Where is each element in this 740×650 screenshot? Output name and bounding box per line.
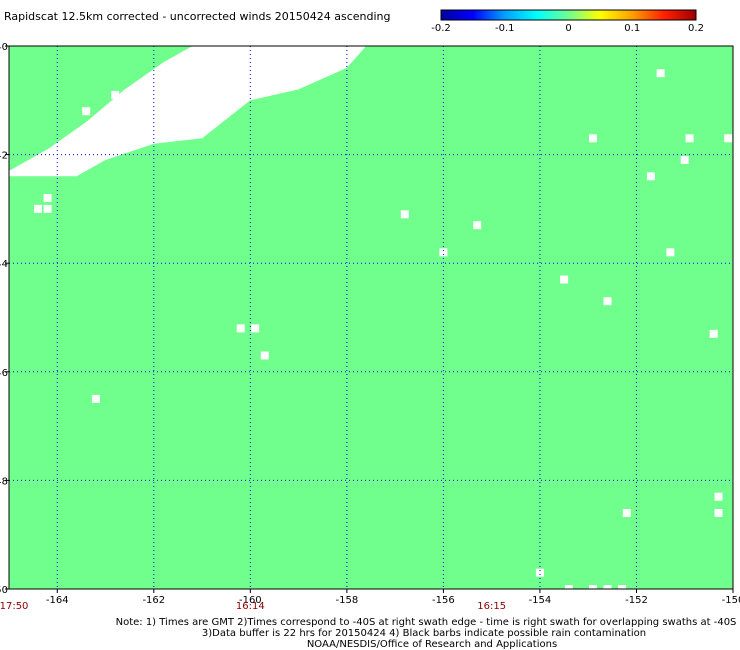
colorbar-tick-label: 0: [565, 23, 571, 34]
plot-frame: [8, 45, 734, 590]
no-data-cell: [709, 329, 718, 338]
no-data-cell: [666, 248, 675, 257]
x-tick-label: -154: [529, 595, 552, 606]
no-data-cell: [724, 134, 733, 143]
no-data-cell: [251, 324, 260, 333]
y-tick-label: -40: [0, 42, 8, 53]
no-data-cell: [589, 134, 597, 143]
x-tick-label: -164: [46, 595, 69, 606]
colorbar-bar: [440, 9, 697, 21]
x-tick-label: -152: [625, 595, 648, 606]
note-line-1: Note: 1) Times are GMT 2)Times correspon…: [116, 617, 737, 628]
no-data-cell: [111, 90, 120, 99]
colorbar-tick-label: 0.1: [624, 23, 640, 34]
x-tick-label: -160: [239, 595, 262, 606]
no-data-cell: [473, 221, 482, 230]
no-data-cell: [91, 394, 100, 403]
y-tick-label: -50: [0, 585, 8, 596]
no-data-cell: [685, 134, 694, 143]
colorbar-tick-label: -0.2: [431, 23, 451, 34]
axes: -164 -162 -160 -158 -156 -154 -152 -150 -40 -42 -4…: [0, 42, 740, 606]
x-tick-label: -158: [336, 595, 359, 606]
no-data-cell: [714, 509, 723, 517]
no-data-cell: [714, 492, 723, 501]
note-line-3: NOAA/NESDIS/Office of Research and Appli…: [307, 639, 557, 650]
y-tick-label: -46: [0, 368, 8, 379]
colorbar-tick-label: 0.2: [688, 23, 704, 34]
no-data-cell: [400, 210, 409, 219]
no-data-cell: [603, 297, 612, 306]
no-data-cell: [43, 204, 52, 213]
note-line-2: 3)Data buffer is 22 hrs for 20150424 4) …: [202, 628, 646, 639]
time-labels: 17:50 16:14 16:15: [0, 601, 506, 612]
no-data-cell: [236, 324, 245, 333]
no-data-cell: [656, 69, 665, 78]
time-label: 17:50: [0, 601, 28, 612]
no-data-cell: [535, 568, 544, 577]
time-label: 16:14: [236, 601, 265, 612]
y-tick-label: -48: [0, 476, 8, 487]
no-data-cell: [82, 107, 91, 116]
no-data-cell: [260, 351, 269, 360]
y-tick-label: -44: [0, 259, 8, 270]
no-data-region: [9, 46, 367, 177]
no-data-cell: [622, 509, 631, 517]
no-data-cell: [680, 156, 689, 164]
x-tick-label: -150: [722, 595, 740, 606]
colorbar-tick-label: -0.1: [495, 23, 515, 34]
no-data-cell: [34, 204, 42, 213]
no-data-cell: [646, 172, 655, 181]
x-tick-label: -156: [432, 595, 455, 606]
x-tick-label: -162: [142, 595, 165, 606]
no-data-cell: [439, 248, 448, 257]
chart-title: Rapidscat 12.5km corrected - uncorrected…: [4, 10, 390, 23]
time-label: 16:15: [477, 601, 506, 612]
y-tick-label: -42: [0, 151, 8, 162]
no-data-cell: [560, 275, 569, 284]
plot-area: [9, 46, 733, 593]
no-data-cell: [43, 194, 52, 202]
colorbar: -0.2 -0.1 0 0.1 0.2: [431, 9, 704, 34]
